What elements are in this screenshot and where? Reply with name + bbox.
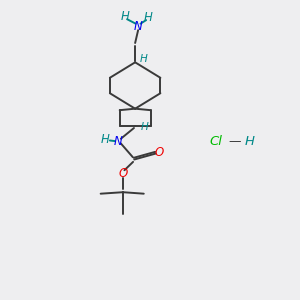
Text: H: H xyxy=(101,134,110,146)
Text: —: — xyxy=(229,135,241,148)
Text: N: N xyxy=(134,20,142,33)
Text: Cl: Cl xyxy=(209,135,222,148)
Text: H: H xyxy=(140,54,147,64)
Text: H: H xyxy=(141,122,148,132)
Text: O: O xyxy=(118,167,128,180)
Text: O: O xyxy=(154,146,164,159)
Text: N: N xyxy=(113,135,122,148)
Text: H: H xyxy=(120,10,129,23)
Text: H: H xyxy=(144,11,153,24)
Text: H: H xyxy=(244,135,255,148)
